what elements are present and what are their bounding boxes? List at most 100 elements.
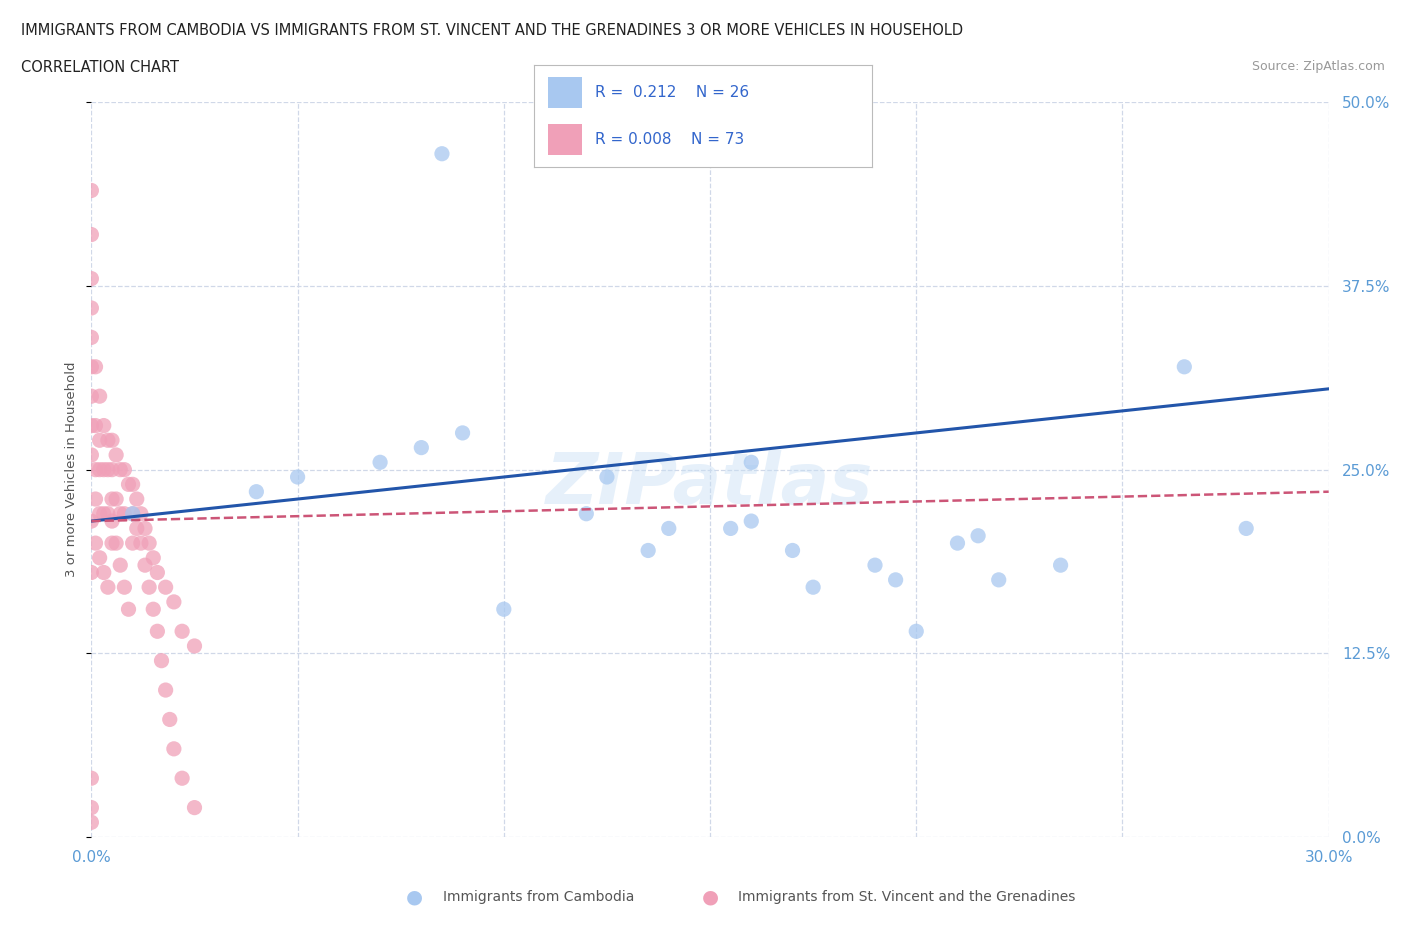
Point xyxy=(110,558,132,573)
Point xyxy=(93,462,115,477)
Point xyxy=(121,506,143,521)
Point xyxy=(134,521,156,536)
Bar xyxy=(548,77,582,108)
Point xyxy=(658,521,681,536)
Point xyxy=(105,447,128,462)
Point xyxy=(84,492,107,507)
Point xyxy=(93,506,115,521)
Point xyxy=(125,521,148,536)
Point xyxy=(80,183,103,198)
Point xyxy=(80,815,103,830)
Point xyxy=(89,506,111,521)
Text: Immigrants from Cambodia: Immigrants from Cambodia xyxy=(443,890,634,905)
Point xyxy=(411,440,433,455)
Point xyxy=(159,712,181,727)
Point xyxy=(121,536,143,551)
Point xyxy=(967,528,990,543)
Point xyxy=(172,624,194,639)
Point xyxy=(112,579,135,594)
Point xyxy=(101,462,124,477)
Point xyxy=(987,573,1010,588)
Point xyxy=(155,579,177,594)
Point xyxy=(80,359,103,374)
Point xyxy=(863,558,886,573)
Point xyxy=(1234,521,1257,536)
Point xyxy=(801,579,824,594)
Point xyxy=(97,506,120,521)
Point xyxy=(80,513,103,528)
Point xyxy=(101,432,124,447)
Point xyxy=(142,551,165,565)
Point xyxy=(89,432,111,447)
Point xyxy=(121,477,143,492)
Point xyxy=(172,771,194,786)
Point xyxy=(101,492,124,507)
Point xyxy=(146,565,169,580)
Point xyxy=(93,418,115,433)
Point xyxy=(80,771,103,786)
Point xyxy=(946,536,969,551)
Point xyxy=(89,551,111,565)
Point xyxy=(163,594,186,609)
Point xyxy=(89,462,111,477)
Point xyxy=(80,272,103,286)
Point xyxy=(84,536,107,551)
Point xyxy=(84,418,107,433)
Point xyxy=(492,602,515,617)
Point xyxy=(138,579,160,594)
Point xyxy=(105,492,128,507)
Y-axis label: 3 or more Vehicles in Household: 3 or more Vehicles in Household xyxy=(65,362,79,578)
Point xyxy=(884,573,907,588)
Point xyxy=(1173,359,1195,374)
Point xyxy=(97,579,120,594)
Point xyxy=(1049,558,1071,573)
Point xyxy=(142,602,165,617)
Text: ●: ● xyxy=(406,888,423,907)
Point xyxy=(117,602,139,617)
Point xyxy=(183,800,205,815)
Point xyxy=(183,639,205,654)
Point xyxy=(129,536,152,551)
Text: CORRELATION CHART: CORRELATION CHART xyxy=(21,60,179,75)
Point xyxy=(110,462,132,477)
Point xyxy=(112,506,135,521)
Point xyxy=(596,470,619,485)
Point xyxy=(89,389,111,404)
Point xyxy=(129,506,152,521)
Text: Source: ZipAtlas.com: Source: ZipAtlas.com xyxy=(1251,60,1385,73)
Point xyxy=(80,800,103,815)
Point xyxy=(740,455,762,470)
Point xyxy=(637,543,659,558)
Point xyxy=(146,624,169,639)
Point xyxy=(368,455,391,470)
Text: ●: ● xyxy=(702,888,718,907)
Point xyxy=(101,536,124,551)
Point xyxy=(125,492,148,507)
Point xyxy=(245,485,267,499)
Point xyxy=(80,300,103,315)
Point xyxy=(287,470,309,485)
Point xyxy=(117,477,139,492)
Point xyxy=(430,146,453,161)
Point xyxy=(93,565,115,580)
Point xyxy=(80,447,103,462)
Point xyxy=(80,389,103,404)
Point xyxy=(97,432,120,447)
Point xyxy=(138,536,160,551)
Point xyxy=(80,330,103,345)
Point xyxy=(110,506,132,521)
Text: IMMIGRANTS FROM CAMBODIA VS IMMIGRANTS FROM ST. VINCENT AND THE GRENADINES 3 OR : IMMIGRANTS FROM CAMBODIA VS IMMIGRANTS F… xyxy=(21,23,963,38)
Point xyxy=(84,462,107,477)
Point xyxy=(121,506,143,521)
Text: R = 0.008    N = 73: R = 0.008 N = 73 xyxy=(595,132,744,147)
Point xyxy=(80,418,103,433)
Point xyxy=(80,227,103,242)
Point xyxy=(80,565,103,580)
Text: Immigrants from St. Vincent and the Grenadines: Immigrants from St. Vincent and the Gren… xyxy=(738,890,1076,905)
Point xyxy=(163,741,186,756)
Point xyxy=(84,359,107,374)
Point xyxy=(101,513,124,528)
Point xyxy=(134,558,156,573)
Point xyxy=(155,683,177,698)
Point xyxy=(97,462,120,477)
